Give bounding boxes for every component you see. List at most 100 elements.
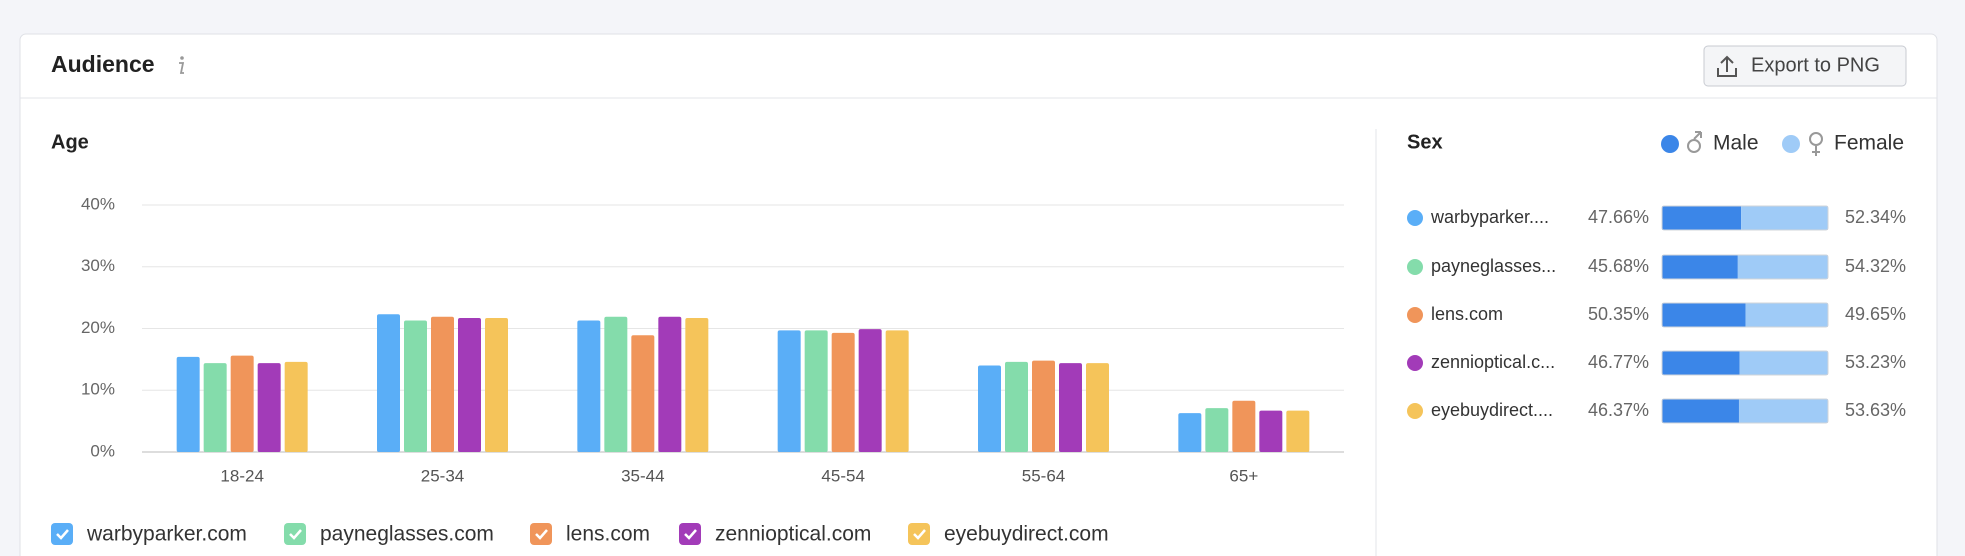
sex-bar bbox=[1662, 255, 1738, 279]
sex-bar bbox=[1737, 255, 1828, 279]
legend-check[interactable] bbox=[289, 529, 302, 540]
sex-bar-outline bbox=[1661, 350, 1829, 376]
sex-bar bbox=[1662, 399, 1739, 423]
bar bbox=[885, 330, 909, 452]
bar bbox=[685, 318, 709, 452]
sex-bar-outline bbox=[1661, 398, 1829, 424]
legend-label: Male bbox=[1713, 132, 1759, 155]
bar bbox=[804, 330, 828, 452]
male-value-label: 46.77% bbox=[1588, 352, 1649, 372]
male-icon-ring bbox=[1687, 139, 1701, 153]
sex-bar bbox=[1662, 303, 1746, 327]
legend-checkbox[interactable] bbox=[679, 523, 701, 545]
bar bbox=[176, 356, 200, 452]
female-value-label: 52.34% bbox=[1845, 207, 1906, 227]
age-title: Age bbox=[51, 131, 89, 153]
bar bbox=[485, 318, 508, 452]
legend-checkbox[interactable] bbox=[908, 523, 930, 545]
y-tick-label: 30% bbox=[81, 256, 115, 275]
bar bbox=[1005, 361, 1028, 452]
legend-check[interactable] bbox=[684, 529, 697, 540]
legend-label[interactable]: warbyparker.com bbox=[86, 523, 247, 546]
bar bbox=[1232, 400, 1256, 452]
bar bbox=[1032, 360, 1055, 452]
male-value-label: 50.35% bbox=[1588, 304, 1649, 324]
female-value-label: 53.23% bbox=[1845, 352, 1906, 372]
bar bbox=[858, 329, 882, 452]
male-value-label: 45.68% bbox=[1588, 256, 1649, 276]
sex-bar bbox=[1662, 206, 1742, 230]
bar bbox=[458, 318, 481, 452]
x-tick-label: 65+ bbox=[1229, 466, 1258, 485]
x-tick-label: 55-64 bbox=[1022, 466, 1065, 485]
female-icon-ring bbox=[1809, 132, 1823, 146]
site-label: lens.com bbox=[1431, 304, 1503, 324]
legend-label[interactable]: payneglasses.com bbox=[320, 523, 494, 546]
bar bbox=[777, 330, 801, 452]
site-dot bbox=[1407, 403, 1423, 419]
bar bbox=[604, 316, 628, 452]
legend-check[interactable] bbox=[913, 529, 926, 540]
bar bbox=[377, 314, 400, 452]
legend-check[interactable] bbox=[535, 529, 548, 540]
site-label: payneglasses... bbox=[1431, 256, 1556, 276]
export-button[interactable]: Export to PNG bbox=[1703, 45, 1907, 87]
site-dot bbox=[1407, 210, 1423, 226]
site-dot bbox=[1407, 259, 1423, 275]
legend-dot bbox=[1782, 135, 1800, 153]
bar bbox=[1259, 410, 1283, 452]
legend-checkbox[interactable] bbox=[284, 523, 306, 545]
x-tick-label: 35-44 bbox=[621, 466, 664, 485]
female-icon bbox=[1812, 146, 1820, 156]
bar bbox=[284, 361, 308, 452]
bar bbox=[831, 332, 855, 452]
bar bbox=[1178, 413, 1202, 452]
sex-bar-outline bbox=[1661, 302, 1829, 328]
sex-bar bbox=[1738, 399, 1828, 423]
sex-bar bbox=[1745, 303, 1828, 327]
bar bbox=[658, 316, 682, 452]
female-value-label: 54.32% bbox=[1845, 256, 1906, 276]
x-tick-label: 18-24 bbox=[220, 466, 263, 485]
bar bbox=[1286, 410, 1310, 452]
site-label: warbyparker.... bbox=[1430, 207, 1549, 227]
sex-bar-outline bbox=[1661, 254, 1829, 280]
legend-label: Female bbox=[1834, 132, 1904, 155]
y-tick-label: 0% bbox=[90, 441, 115, 460]
legend-checkbox[interactable] bbox=[530, 523, 552, 545]
legend-label[interactable]: lens.com bbox=[566, 523, 650, 546]
sex-bar bbox=[1741, 206, 1828, 230]
bar bbox=[631, 335, 655, 452]
bar bbox=[203, 363, 227, 452]
bar bbox=[230, 355, 254, 452]
legend-label[interactable]: eyebuydirect.com bbox=[944, 523, 1109, 546]
site-dot bbox=[1407, 355, 1423, 371]
y-tick-label: 20% bbox=[81, 318, 115, 337]
female-value-label: 53.63% bbox=[1845, 400, 1906, 420]
legend-label[interactable]: zennioptical.com bbox=[715, 523, 871, 546]
widget-title: Audience bbox=[51, 51, 155, 77]
card bbox=[19, 33, 1938, 556]
bar bbox=[577, 320, 601, 452]
export-label[interactable]: Export to PNG bbox=[1751, 54, 1880, 76]
site-label: zennioptical.c... bbox=[1431, 352, 1555, 372]
male-value-label: 47.66% bbox=[1588, 207, 1649, 227]
bar bbox=[404, 320, 427, 452]
sex-bar bbox=[1662, 351, 1740, 375]
sex-bar bbox=[1739, 351, 1828, 375]
legend-dot bbox=[1661, 135, 1679, 153]
legend-check[interactable] bbox=[56, 529, 69, 540]
bar bbox=[257, 363, 281, 452]
bar bbox=[431, 316, 454, 452]
y-tick-label: 10% bbox=[81, 380, 115, 399]
site-dot bbox=[1407, 307, 1423, 323]
female-value-label: 49.65% bbox=[1845, 304, 1906, 324]
legend-checkbox[interactable] bbox=[51, 523, 73, 545]
male-icon bbox=[1693, 131, 1702, 140]
site-label: eyebuydirect.... bbox=[1431, 400, 1553, 420]
bar bbox=[978, 365, 1001, 452]
sex-title: Sex bbox=[1407, 131, 1443, 153]
bar bbox=[1205, 408, 1229, 452]
